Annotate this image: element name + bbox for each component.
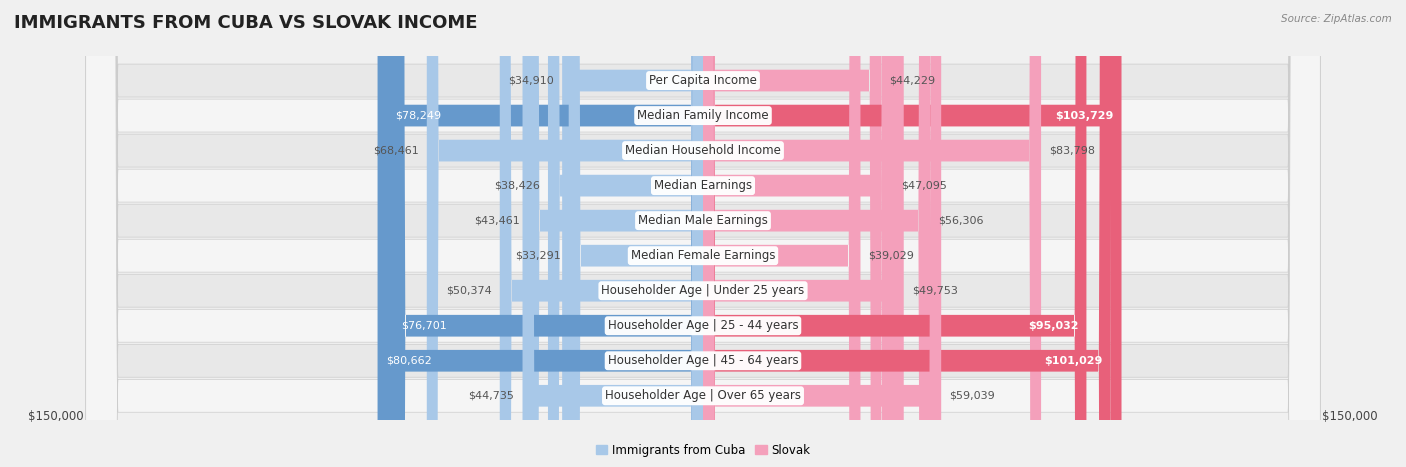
Text: $78,249: $78,249 [395,111,441,120]
Text: Source: ZipAtlas.com: Source: ZipAtlas.com [1281,14,1392,24]
Text: $39,029: $39,029 [869,251,914,261]
FancyBboxPatch shape [86,0,1320,467]
FancyBboxPatch shape [527,0,703,467]
Text: $47,095: $47,095 [901,181,948,191]
Text: $43,461: $43,461 [474,216,520,226]
FancyBboxPatch shape [86,0,1320,467]
Text: Median Household Income: Median Household Income [626,144,780,157]
Text: $44,735: $44,735 [468,391,515,401]
Text: Per Capita Income: Per Capita Income [650,74,756,87]
FancyBboxPatch shape [703,0,904,467]
Text: Householder Age | 25 - 44 years: Householder Age | 25 - 44 years [607,319,799,332]
FancyBboxPatch shape [86,0,1320,467]
Text: Householder Age | 45 - 64 years: Householder Age | 45 - 64 years [607,354,799,367]
FancyBboxPatch shape [562,0,703,467]
FancyBboxPatch shape [86,0,1320,467]
Text: Median Earnings: Median Earnings [654,179,752,192]
Text: $150,000: $150,000 [1323,410,1378,423]
Text: $76,701: $76,701 [402,321,447,331]
Text: IMMIGRANTS FROM CUBA VS SLOVAK INCOME: IMMIGRANTS FROM CUBA VS SLOVAK INCOME [14,14,478,32]
FancyBboxPatch shape [703,0,931,467]
FancyBboxPatch shape [568,0,703,467]
Text: $34,910: $34,910 [509,76,554,85]
Text: $68,461: $68,461 [373,146,419,156]
Text: $50,374: $50,374 [446,286,492,296]
FancyBboxPatch shape [703,0,893,467]
Text: Householder Age | Under 25 years: Householder Age | Under 25 years [602,284,804,297]
FancyBboxPatch shape [86,0,1320,467]
Text: $44,229: $44,229 [890,76,935,85]
Text: $38,426: $38,426 [494,181,540,191]
Text: $49,753: $49,753 [912,286,957,296]
Text: Median Female Earnings: Median Female Earnings [631,249,775,262]
FancyBboxPatch shape [523,0,703,467]
Text: $56,306: $56,306 [938,216,984,226]
FancyBboxPatch shape [703,0,1111,467]
FancyBboxPatch shape [548,0,703,467]
FancyBboxPatch shape [86,0,1320,467]
FancyBboxPatch shape [378,0,703,467]
Text: $101,029: $101,029 [1045,356,1102,366]
Text: Householder Age | Over 65 years: Householder Age | Over 65 years [605,389,801,402]
Text: $103,729: $103,729 [1054,111,1114,120]
Text: $95,032: $95,032 [1028,321,1078,331]
FancyBboxPatch shape [86,0,1320,467]
Text: $80,662: $80,662 [385,356,432,366]
FancyBboxPatch shape [387,0,703,467]
FancyBboxPatch shape [86,0,1320,467]
FancyBboxPatch shape [703,0,1122,467]
Text: Median Male Earnings: Median Male Earnings [638,214,768,227]
Text: $59,039: $59,039 [949,391,995,401]
FancyBboxPatch shape [703,0,941,467]
FancyBboxPatch shape [703,0,882,467]
FancyBboxPatch shape [499,0,703,467]
Text: Median Family Income: Median Family Income [637,109,769,122]
FancyBboxPatch shape [394,0,703,467]
Legend: Immigrants from Cuba, Slovak: Immigrants from Cuba, Slovak [591,439,815,462]
FancyBboxPatch shape [703,0,1040,467]
FancyBboxPatch shape [86,0,1320,467]
FancyBboxPatch shape [427,0,703,467]
Text: $33,291: $33,291 [515,251,561,261]
Text: $83,798: $83,798 [1049,146,1095,156]
FancyBboxPatch shape [703,0,860,467]
FancyBboxPatch shape [703,0,1087,467]
FancyBboxPatch shape [86,0,1320,467]
Text: $150,000: $150,000 [28,410,83,423]
